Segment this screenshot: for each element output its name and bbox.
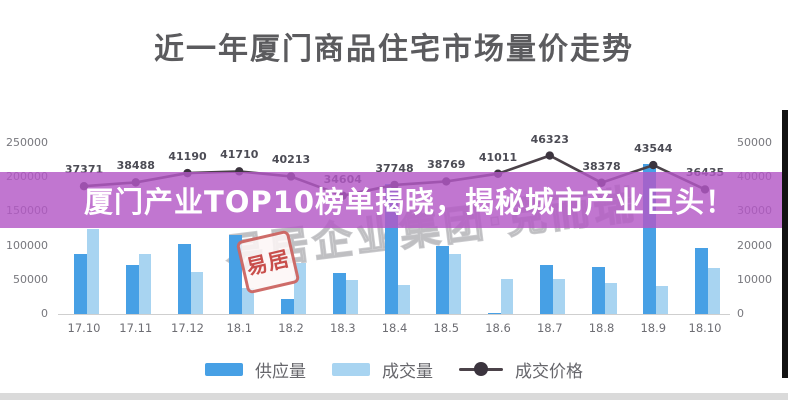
- legend-label: 成交量: [382, 361, 433, 382]
- price-point-label: 46323: [530, 132, 569, 146]
- price-point-label: 38378: [582, 159, 621, 173]
- price-point-label: 41011: [478, 150, 518, 164]
- legend-item-price: 成交价格: [459, 357, 583, 382]
- x-axis-label: 18.4: [381, 321, 408, 335]
- price-point-label: 43544: [634, 142, 673, 156]
- bar-volume: [397, 284, 410, 314]
- page-title: 近一年厦门商品住宅市场量价走势: [154, 32, 634, 67]
- bar-volume: [501, 279, 513, 314]
- bar-supply: [281, 298, 294, 314]
- supply-swatch-icon: [205, 362, 243, 376]
- bar-supply: [539, 265, 553, 314]
- bar-supply: [74, 253, 87, 314]
- bar-supply: [488, 312, 501, 314]
- x-axis-label: 18.1: [226, 321, 253, 335]
- x-axis-label: 17.10: [67, 321, 101, 335]
- bar-supply: [591, 267, 605, 314]
- bar-volume: [345, 279, 358, 314]
- legend-label: 成交价格: [515, 361, 583, 382]
- x-axis-label: 17.11: [119, 321, 153, 335]
- stamp-label: 易居: [244, 246, 293, 280]
- x-axis-label: 18.2: [278, 321, 304, 335]
- price-point-label: 38488: [116, 159, 155, 173]
- headline-overlay-band: 厦门产业TOP10榜单揭晓，揭秘城市产业巨头！: [0, 172, 782, 228]
- bar-supply: [695, 247, 708, 314]
- bar-volume: [138, 253, 151, 314]
- legend-label: 供应量: [255, 361, 306, 382]
- right-axis-tick: 50000: [737, 136, 772, 149]
- x-axis-label: 18.9: [640, 321, 667, 335]
- right-edge-black-bar: [782, 110, 788, 378]
- left-axis-tick: 100000: [6, 238, 48, 252]
- price-point-label: 41710: [220, 148, 259, 162]
- left-axis-tick: 250000: [6, 136, 48, 149]
- bar-volume: [708, 268, 720, 314]
- headline-text: 厦门产业TOP10榜单揭晓，揭秘城市产业巨头！: [84, 185, 736, 219]
- right-axis-tick: 0: [737, 307, 744, 320]
- bar-volume: [190, 271, 203, 314]
- right-axis-tick: 10000: [737, 272, 772, 286]
- price-point-label: 41190: [168, 150, 207, 164]
- x-axis-line: [58, 314, 730, 315]
- price-point-label: 38769: [427, 158, 466, 172]
- x-axis-label: 18.8: [588, 321, 615, 335]
- x-axis-label: 18.5: [433, 321, 460, 335]
- price-line-icon: [459, 362, 503, 376]
- legend-item-volume: 成交量: [332, 357, 433, 382]
- bottom-grey-strip: [0, 393, 788, 400]
- volume-swatch-icon: [332, 362, 370, 376]
- x-axis-label: 18.3: [329, 321, 356, 335]
- right-axis-tick: 20000: [737, 238, 772, 252]
- price-point-label: 40213: [271, 153, 311, 167]
- x-axis-label: 18.7: [536, 321, 563, 335]
- x-axis-label: 17.12: [171, 321, 204, 335]
- left-axis-tick: 0: [41, 307, 48, 320]
- bar-volume: [242, 288, 255, 314]
- bar-volume: [449, 253, 462, 314]
- bar-supply: [436, 246, 450, 314]
- left-axis-tick: 50000: [13, 272, 48, 286]
- x-axis-label: 18.6: [485, 321, 511, 335]
- bar-volume: [87, 229, 99, 314]
- bar-supply: [177, 243, 191, 314]
- bar-volume: [552, 279, 565, 314]
- bar-volume: [604, 282, 617, 314]
- chart-legend: 供应量 成交量 成交价格: [0, 354, 788, 384]
- bar-supply: [332, 272, 346, 314]
- x-axis-label: 18.10: [688, 321, 722, 335]
- bar-volume: [656, 285, 669, 314]
- legend-item-supply: 供应量: [205, 357, 306, 382]
- bar-supply: [125, 264, 139, 314]
